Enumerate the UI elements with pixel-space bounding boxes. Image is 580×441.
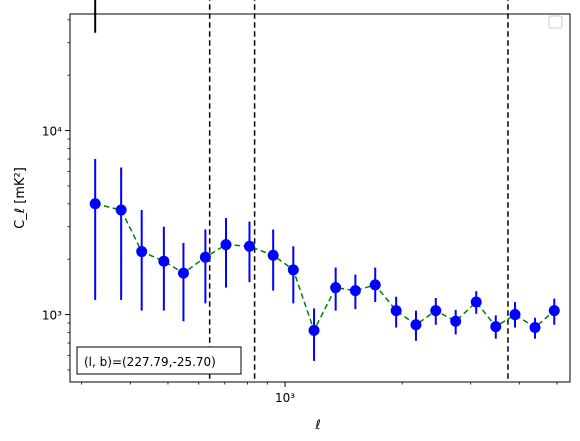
annotation-box: (l, b)=(227.79,-25.70) xyxy=(76,346,242,375)
series-2-point xyxy=(220,239,232,251)
series-2-point xyxy=(529,322,541,334)
series-2-point xyxy=(177,267,189,279)
series-2-point xyxy=(349,285,361,297)
series-2-point xyxy=(267,249,279,261)
series-2-point xyxy=(136,246,148,258)
series-2-point xyxy=(390,305,402,317)
y-tick-label: 10³ xyxy=(42,309,62,323)
series-2-point xyxy=(158,255,170,267)
series-2-point xyxy=(369,279,381,291)
axis-ticks: 10³10⁴10⁵10³ xyxy=(42,19,558,405)
x-tick-label: 10³ xyxy=(275,391,295,405)
plot-area xyxy=(70,14,570,382)
series-2-point xyxy=(548,305,560,317)
series-2-point xyxy=(308,324,320,336)
legend-box xyxy=(548,15,563,29)
series-2-point xyxy=(243,240,255,252)
annotation-text: (l, b)=(227.79,-25.70) xyxy=(84,355,216,369)
x-axis-label: ℓ xyxy=(314,418,320,433)
series-2-point xyxy=(330,282,342,294)
series-2-point xyxy=(470,296,482,308)
series-2-point xyxy=(450,315,462,327)
series-group xyxy=(89,0,560,361)
plot-frame xyxy=(69,13,571,383)
series-2-point xyxy=(509,309,521,321)
series-2-point xyxy=(89,198,101,210)
series-2-point xyxy=(490,321,502,333)
series-2-point xyxy=(430,305,442,317)
series-2-point xyxy=(287,264,299,276)
series-2-point xyxy=(115,204,127,216)
series-2-point xyxy=(410,319,422,331)
series-2-line xyxy=(95,203,555,333)
y-axis-label: C_ℓ [mK²] xyxy=(13,167,28,229)
vertical-lines xyxy=(208,0,509,382)
y-tick-label: 10⁴ xyxy=(42,125,62,139)
series-2-point xyxy=(199,251,211,263)
